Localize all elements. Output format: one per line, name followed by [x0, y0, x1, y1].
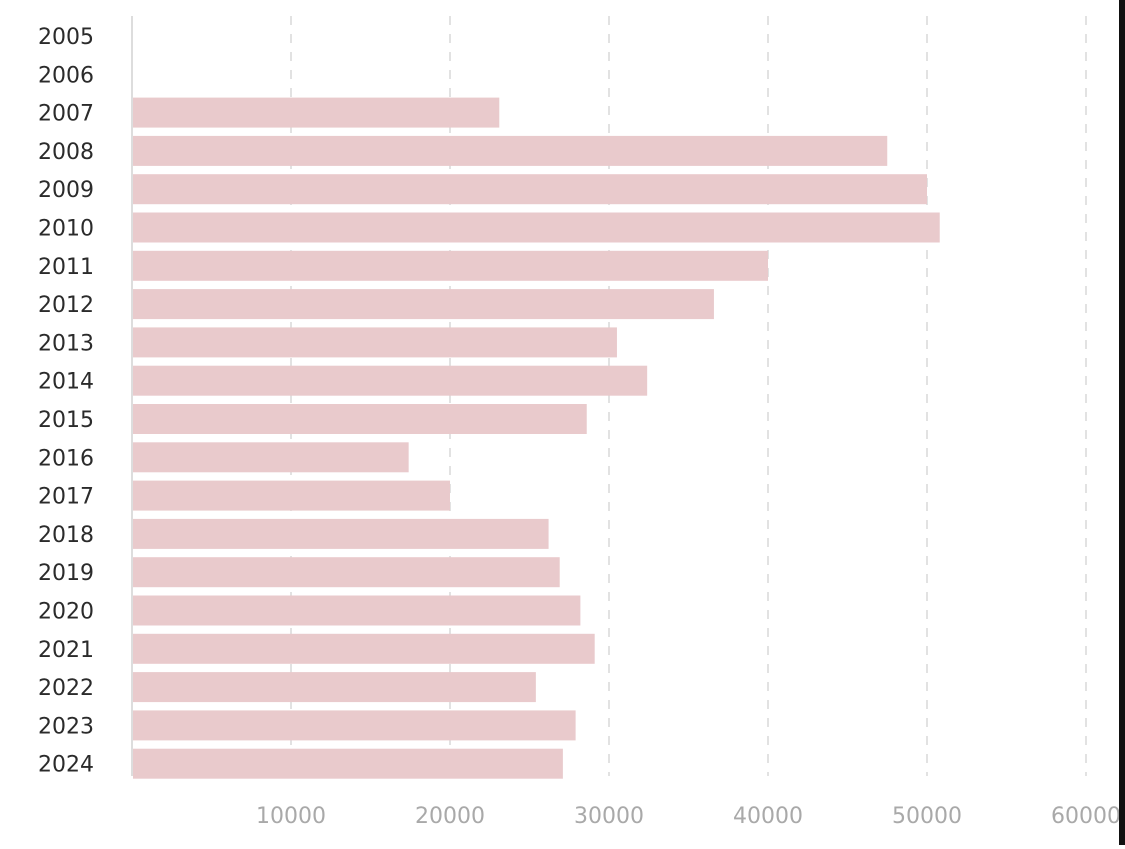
x-tick-label-50000: 50000: [892, 804, 962, 829]
y-tick-label-2024: 2024: [38, 753, 94, 778]
bar-2020: [133, 595, 581, 626]
x-tick-label-60000: 60000: [1051, 804, 1119, 829]
bar-2022: [133, 672, 536, 703]
bar-2021: [133, 633, 595, 664]
y-tick-label-2020: 2020: [38, 600, 94, 625]
y-tick-label-2014: 2014: [38, 370, 94, 395]
bar-2019: [133, 557, 560, 588]
bar-2011: [133, 250, 768, 281]
x-tick-label-30000: 30000: [574, 804, 644, 829]
y-tick-label-2009: 2009: [38, 178, 94, 203]
bar-2024: [133, 748, 563, 779]
bar-2008: [133, 135, 888, 166]
y-tick-label-2010: 2010: [38, 217, 94, 242]
y-tick-label-2022: 2022: [38, 676, 94, 701]
y-tick-label-2019: 2019: [38, 561, 94, 586]
y-tick-label-2005: 2005: [38, 25, 94, 50]
y-tick-label-2021: 2021: [38, 638, 94, 663]
y-tick-label-2023: 2023: [38, 714, 94, 739]
bar-2016: [133, 442, 409, 473]
y-tick-label-2007: 2007: [38, 102, 94, 127]
bar-2014: [133, 365, 648, 396]
bar-2017: [133, 480, 450, 511]
tick-labels: 10000 20000 30000 40000 50000 60000 2005 2006 20…: [38, 25, 1121, 829]
x-tick-label-10000: 10000: [256, 804, 326, 829]
bar-2007: [133, 97, 500, 128]
y-tick-label-2016: 2016: [38, 446, 94, 471]
bar-2012: [133, 289, 714, 320]
bars: [133, 97, 940, 779]
bar-2023: [133, 710, 576, 741]
y-tick-label-2008: 2008: [38, 140, 94, 165]
y-tick-label-2013: 2013: [38, 331, 94, 356]
right-border: [1119, 0, 1125, 845]
bar-2009: [133, 174, 927, 205]
x-tick-label-40000: 40000: [733, 804, 803, 829]
y-tick-label-2017: 2017: [38, 485, 94, 510]
y-tick-label-2006: 2006: [38, 63, 94, 88]
bar-2013: [133, 327, 617, 358]
bar-2015: [133, 404, 587, 434]
bar-2018: [133, 518, 549, 549]
y-tick-label-2012: 2012: [38, 293, 94, 318]
y-tick-label-2011: 2011: [38, 255, 94, 280]
y-tick-label-2018: 2018: [38, 523, 94, 548]
bar-2010: [133, 212, 940, 243]
y-tick-label-2015: 2015: [38, 408, 94, 433]
x-tick-label-20000: 20000: [415, 804, 485, 829]
